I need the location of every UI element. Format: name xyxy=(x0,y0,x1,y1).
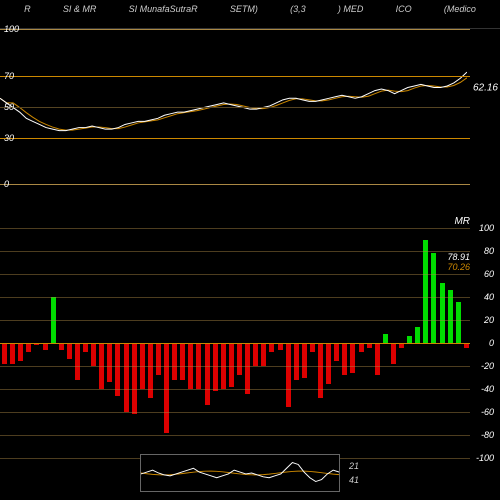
mini-chart: 21 41 xyxy=(140,454,340,492)
rsi-panel: 62.16 0305070100 xyxy=(0,28,500,183)
mr-value-1: 78.91 xyxy=(447,252,470,262)
hdr-r: R xyxy=(24,4,31,14)
hdr-med: ) MED xyxy=(338,4,364,14)
mr-panel: MR 78.91 70.26 -100-80-60-40-20020406080… xyxy=(0,228,500,458)
hdr-munafa: SI MunafaSutraR xyxy=(129,4,198,14)
hdr-setm: SETM) xyxy=(230,4,258,14)
hdr-medico: (Medico xyxy=(444,4,476,14)
mr-value-2: 70.26 xyxy=(447,262,470,272)
hdr-33: (3,3 xyxy=(290,4,306,14)
hdr-simr: SI & MR xyxy=(63,4,97,14)
chart-header: R SI & MR SI MunafaSutraR SETM) (3,3 ) M… xyxy=(0,0,500,18)
mr-title: MR xyxy=(454,216,470,227)
mini-val-1: 21 xyxy=(349,461,359,471)
mini-val-2: 41 xyxy=(349,475,359,485)
rsi-current-value: 62.16 xyxy=(473,82,498,93)
hdr-ico: ICO xyxy=(396,4,412,14)
